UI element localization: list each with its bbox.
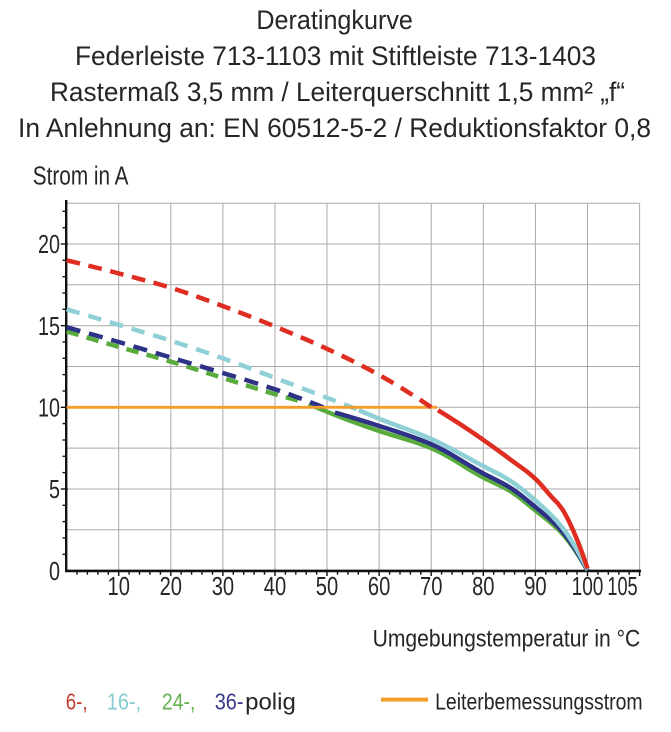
svg-text:20: 20	[160, 573, 182, 601]
svg-text:Federleiste 713-1103 mit Stift: Federleiste 713-1103 mit Stiftleiste 713…	[75, 41, 596, 71]
svg-text:0: 0	[49, 558, 60, 586]
svg-text:In Anlehnung an: EN 60512-5-2: In Anlehnung an: EN 60512-5-2 / Reduktio…	[18, 113, 651, 143]
svg-text:90: 90	[524, 573, 546, 601]
svg-text:Deratingkurve: Deratingkurve	[256, 5, 413, 35]
svg-text:Leiterbemessungsstrom: Leiterbemessungsstrom	[435, 688, 642, 714]
svg-text:Rastermaß 3,5 mm / Leiterquers: Rastermaß 3,5 mm / Leiterquerschnitt 1,5…	[50, 77, 625, 107]
svg-text:24-,: 24-,	[162, 688, 196, 714]
svg-text:30: 30	[212, 573, 234, 601]
svg-text:polig: polig	[245, 688, 296, 714]
svg-text:105: 105	[607, 573, 637, 601]
svg-text:15: 15	[38, 313, 60, 341]
svg-text:70: 70	[420, 573, 442, 601]
svg-text:10: 10	[108, 573, 130, 601]
svg-text:50: 50	[316, 573, 338, 601]
svg-text:6-,: 6-,	[66, 688, 88, 714]
svg-text:Strom in A: Strom in A	[33, 162, 129, 190]
svg-text:80: 80	[472, 573, 494, 601]
svg-text:60: 60	[368, 573, 390, 601]
svg-text:5: 5	[49, 476, 60, 504]
svg-text:36-: 36-	[215, 688, 244, 714]
svg-text:100: 100	[572, 573, 604, 601]
svg-text:Umgebungstemperatur in °C: Umgebungstemperatur in °C	[373, 625, 641, 652]
svg-text:10: 10	[38, 395, 60, 423]
svg-text:20: 20	[38, 231, 60, 259]
svg-text:40: 40	[264, 573, 286, 601]
svg-text:16-,: 16-,	[107, 688, 141, 714]
